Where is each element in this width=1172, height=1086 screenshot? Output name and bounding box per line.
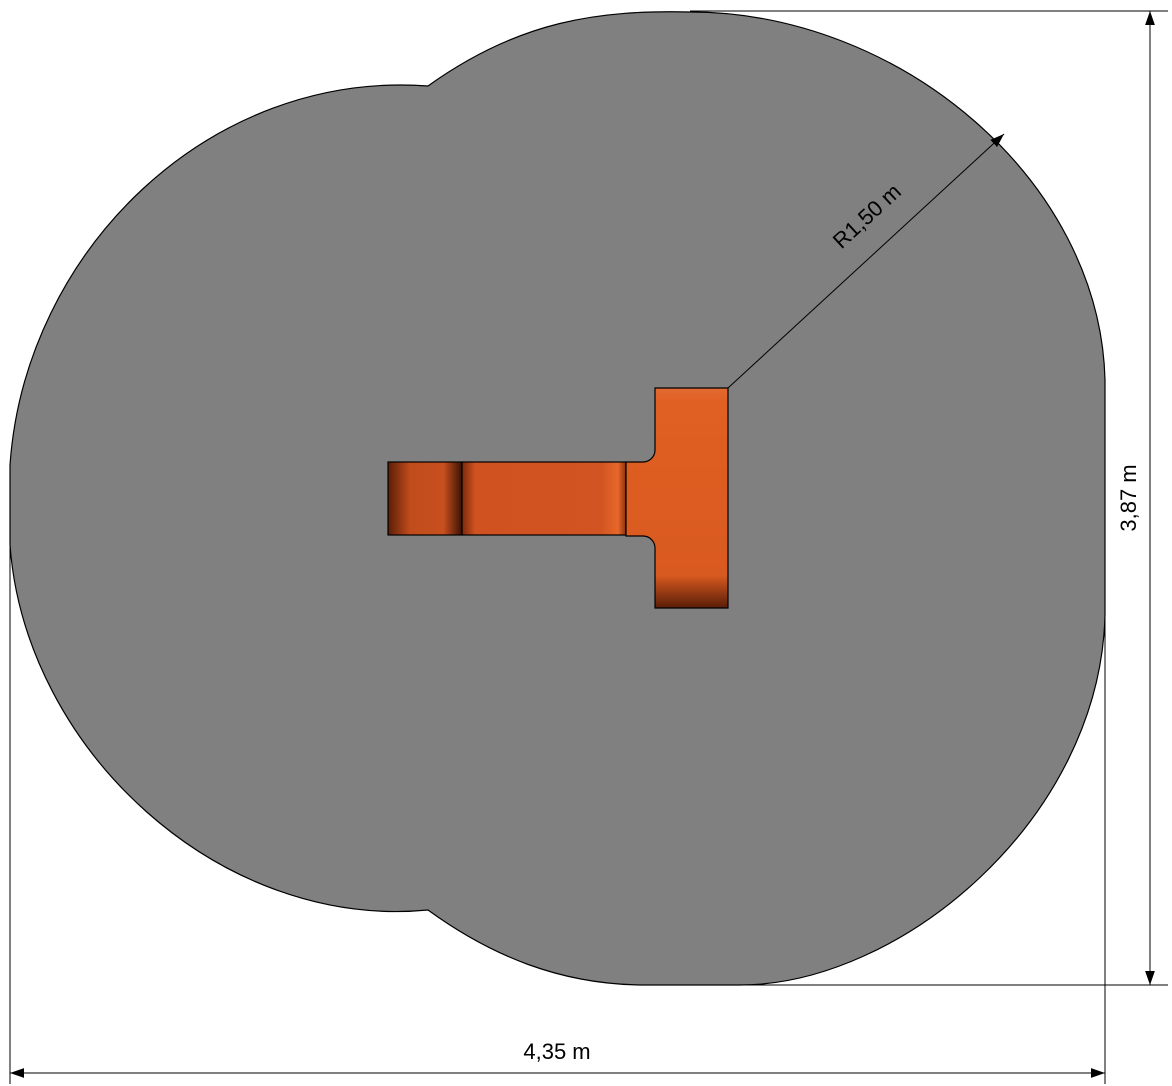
- equipment-beam: [461, 461, 627, 536]
- radius-dimension-line: [727, 133, 1005, 389]
- equipment-head: [625, 387, 729, 609]
- equipment-left-block: [387, 461, 463, 536]
- width-label: 4,35 m: [523, 1039, 590, 1064]
- height-label: 3,87 m: [1116, 464, 1141, 531]
